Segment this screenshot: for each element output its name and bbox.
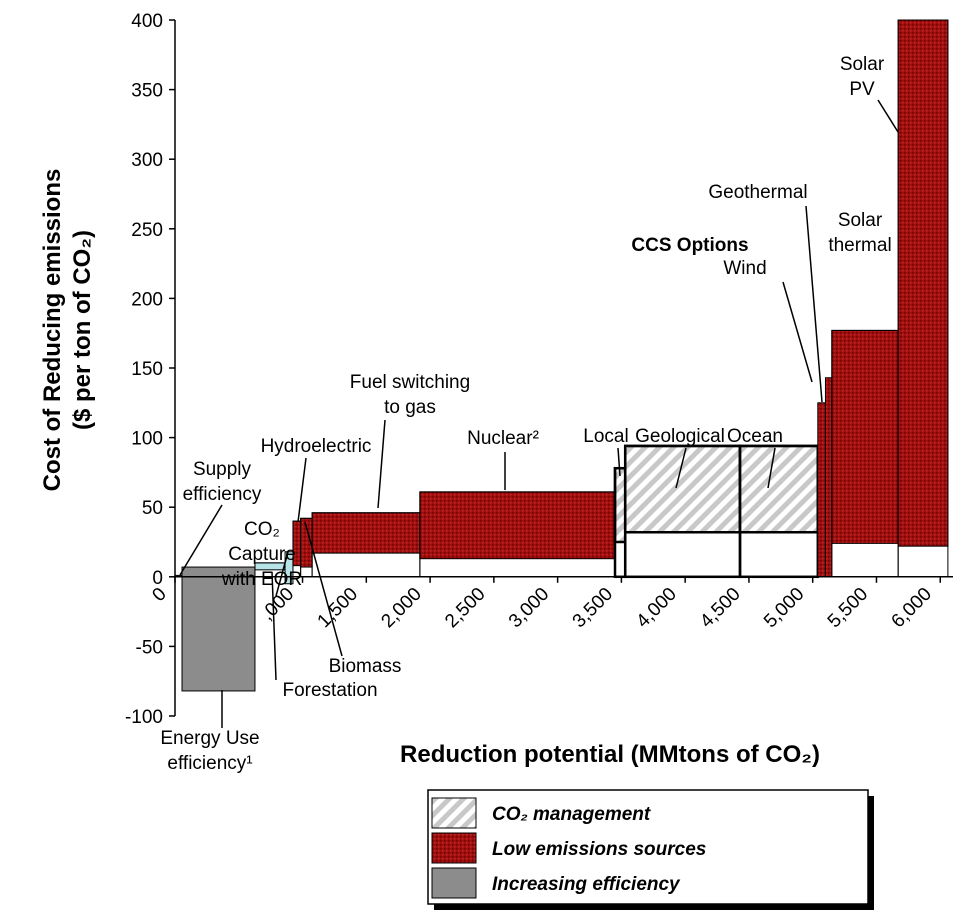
bar [831,329,899,544]
leader-line [782,281,813,383]
bar-label: efficiency [183,484,262,505]
bar-label: PV [849,79,875,100]
bar-label: Fuel switching [350,372,470,393]
bar-label: Solar [840,54,885,75]
x-tick-label: 3,500 [569,584,617,632]
legend [427,789,869,905]
x-tick-label: 1,500 [314,584,362,632]
y-tick-label: -50 [136,637,163,658]
bar [419,491,616,560]
bar-label: Local [583,426,628,447]
y-axis-title-line: ($ per ton of CO₂) [69,230,96,430]
bar [181,566,256,692]
legend-swatch [431,832,477,864]
annotation: CCS Options [631,235,748,256]
leader-line [877,99,899,133]
y-tick-label: 50 [142,498,163,519]
leader-line [675,447,687,489]
bar-label: to gas [384,397,436,418]
y-tick-label: 150 [131,359,163,380]
y-tick-label: 400 [131,11,163,32]
bar-label: Wind [723,258,766,279]
bar [311,512,421,554]
leader-line [617,447,621,477]
bar [824,377,833,578]
x-axis-title: Reduction potential (MMtons of CO₂) [400,741,820,768]
y-tick-label: 250 [131,220,163,241]
bar-label: Geological [635,426,725,447]
bar [817,402,826,578]
x-tick-label: 5,000 [760,584,808,632]
bar-label: Solar [838,210,883,231]
bar-label: Capture [228,544,296,565]
bar-label: Ocean [727,426,783,447]
legend-swatch [431,797,477,829]
bar-label: thermal [828,235,891,256]
bar-label: Nuclear² [467,428,539,449]
bar-label: Biomass [329,656,402,677]
legend-label: CO₂ management [492,804,651,825]
y-tick-label: -100 [125,707,163,728]
x-tick-label: 2,000 [377,584,425,632]
legend-swatch [431,867,477,899]
bar-label: Energy Use [160,728,259,749]
y-tick-label: 100 [131,429,163,450]
bar-label: with EOR [221,569,302,590]
leader-line [179,504,223,576]
y-axis-title: Cost of Reducing emissions ($ per ton of… [39,169,96,492]
bar-label: efficiency¹ [167,753,252,774]
y-tick-label: 0 [152,568,163,589]
leader-line [767,447,776,489]
y-tick-label: 200 [131,289,163,310]
leader-line [805,205,823,403]
bar-label: Geothermal [708,182,807,203]
y-tick-label: 300 [131,150,163,171]
bar [897,19,949,547]
x-tick-label: 4,500 [696,584,744,632]
bar-label: CO₂ [244,519,280,540]
leader-line [297,457,307,523]
x-tick-label: 5,500 [824,584,872,632]
y-axis-title-line: Cost of Reducing emissions [39,169,66,492]
leader-line [275,551,289,597]
legend-label: Low emissions sources [492,839,706,860]
legend-label: Increasing efficiency [492,874,681,895]
legend-entries: CO₂ management Low emissions sources Incre… [431,797,706,899]
bar [738,444,820,534]
bar [613,466,627,544]
bar-label: Forestation [282,680,377,701]
leader-line [304,521,343,657]
x-tick-label: 4,000 [632,584,680,632]
y-tick-label: 350 [131,81,163,102]
x-tick-label: 3,000 [505,584,553,632]
leader-line [271,571,277,681]
x-tick-label: 2,500 [441,584,489,632]
bar-label: Supply [193,459,252,480]
leader-line [377,419,386,509]
x-tick-label: 6,000 [888,584,936,632]
bar-label: Hydroelectric [261,436,372,457]
